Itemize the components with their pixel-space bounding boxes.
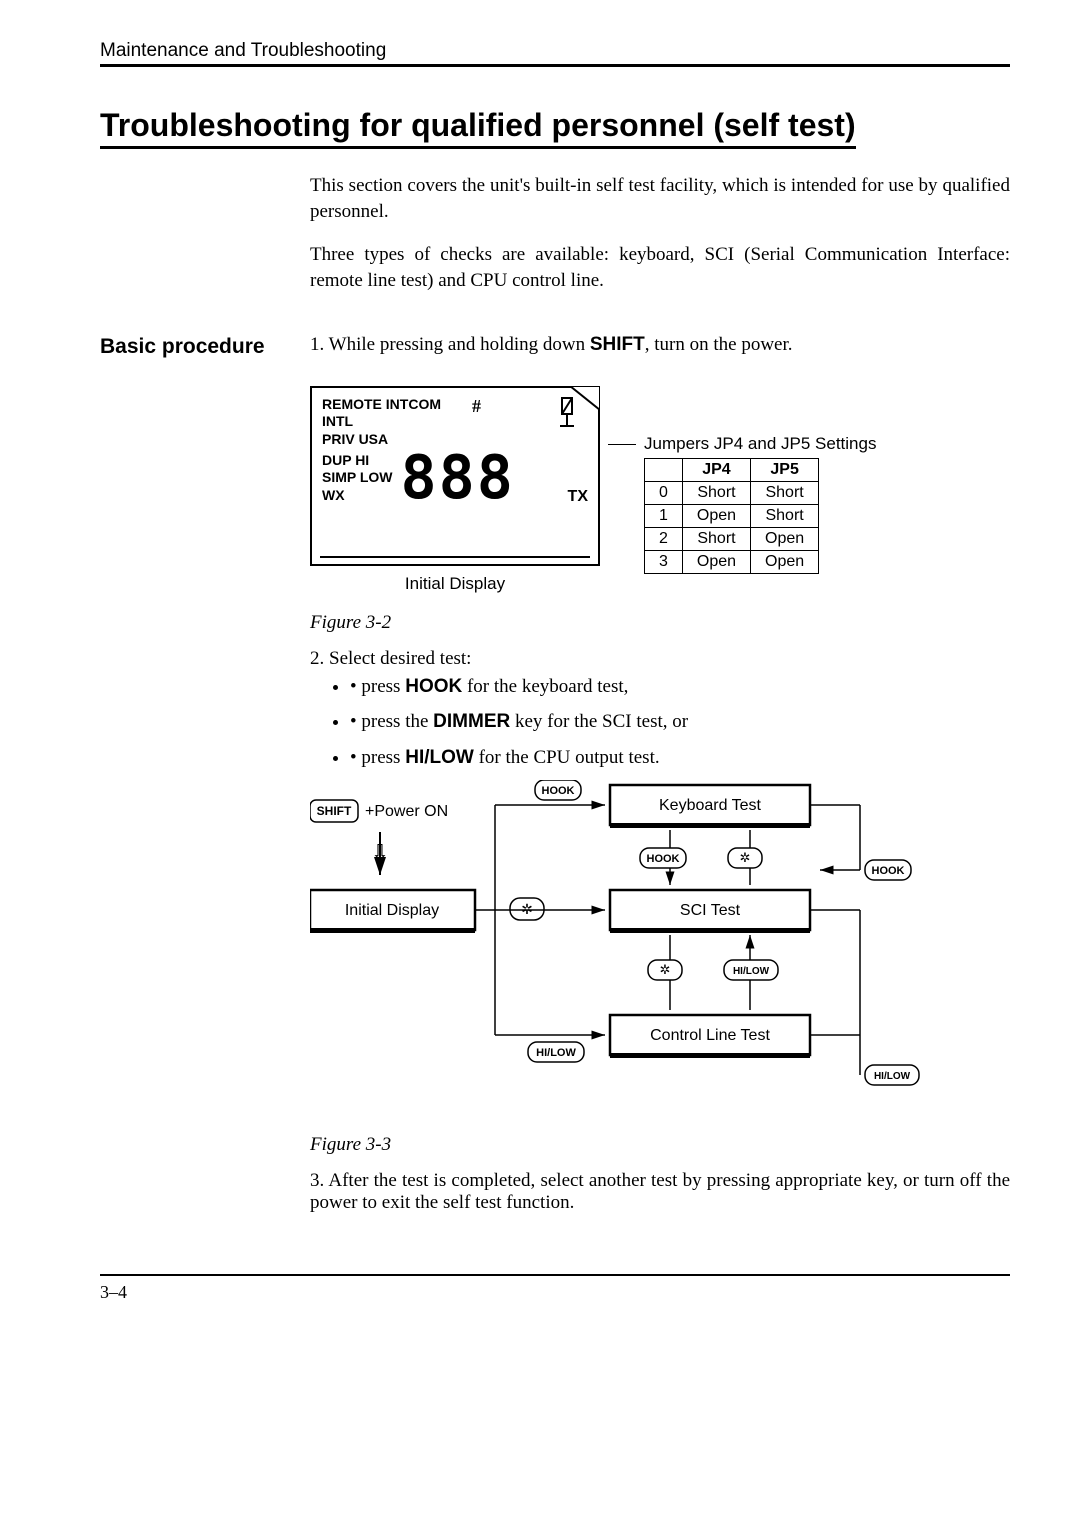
svg-text:Control Line Test: Control Line Test xyxy=(650,1027,770,1044)
jumper-h0 xyxy=(645,458,683,481)
list-item: press HI/LOW for the CPU output test. xyxy=(350,745,1010,771)
svg-text:HI/LOW: HI/LOW xyxy=(536,1047,576,1059)
step-1: 1. While pressing and holding down SHIFT… xyxy=(310,334,1010,356)
lcd-line5: SIMP LOW xyxy=(322,469,393,487)
svg-text:SHIFT: SHIFT xyxy=(317,804,352,818)
figure-3-2-caption: Figure 3-2 xyxy=(310,612,1010,634)
initial-display-caption: Initial Display xyxy=(310,574,600,594)
svg-text:HOOK: HOOK xyxy=(647,853,680,865)
figure-3-2: REMOTE INTCOM INTL PRIV USA DUP HI SIMP … xyxy=(310,386,1010,594)
svg-text:+Power ON: +Power ON xyxy=(365,803,448,820)
seven-segment-display: 888 xyxy=(401,448,515,508)
lcd-panel-with-caption: REMOTE INTCOM INTL PRIV USA DUP HI SIMP … xyxy=(310,386,600,594)
step-2-intro: 2. Select desired test: xyxy=(310,648,1010,670)
svg-text:HI/LOW: HI/LOW xyxy=(874,1071,911,1082)
jumper-h1: JP4 xyxy=(682,458,750,481)
table-row: 2 Short Open xyxy=(645,527,819,550)
step1-prefix: 1. While pressing and holding down xyxy=(310,334,590,355)
shift-key-label: SHIFT xyxy=(590,334,645,355)
lcd-panel: REMOTE INTCOM INTL PRIV USA DUP HI SIMP … xyxy=(310,386,600,566)
list-item: press the DIMMER key for the SCI test, o… xyxy=(350,709,1010,735)
page-header: Maintenance and Troubleshooting xyxy=(100,40,1010,67)
hash-icon: # xyxy=(472,396,481,417)
figure-3-3: SHIFT +Power ON ⇩ Initial Display ✲ xyxy=(310,780,1010,1116)
svg-text:Initial Display: Initial Display xyxy=(345,902,439,919)
table-row: 3 Open Open xyxy=(645,550,819,573)
step-3: 3. After the test is completed, select a… xyxy=(310,1170,1010,1214)
page-number: 3–4 xyxy=(100,1282,127,1302)
figure-3-3-caption: Figure 3-3 xyxy=(310,1134,1010,1156)
svg-text:HOOK: HOOK xyxy=(872,865,905,877)
svg-text:SCI Test: SCI Test xyxy=(680,902,741,919)
antenna-icon xyxy=(556,396,578,430)
intro-p1: This section covers the unit's built-in … xyxy=(310,173,1010,224)
step-2-bullets: press HOOK for the keyboard test, press … xyxy=(350,674,1010,771)
lcd-text-labels: REMOTE INTCOM INTL PRIV USA DUP HI SIMP … xyxy=(322,396,588,509)
step1-suffix: , turn on the power. xyxy=(645,334,793,355)
page-footer: 3–4 xyxy=(100,1274,1010,1303)
jumper-h2: JP5 xyxy=(751,458,819,481)
basic-procedure-section: Basic procedure 1. While pressing and ho… xyxy=(100,334,1010,1215)
svg-text:✲: ✲ xyxy=(740,850,751,865)
section-label: Basic procedure xyxy=(100,334,310,1215)
lcd-line1: REMOTE INTCOM xyxy=(322,396,588,414)
page-title: Troubleshooting for qualified personnel … xyxy=(100,107,856,149)
jumper-table: JP4 JP5 0 Short Short 1 Open Short xyxy=(644,458,819,574)
lcd-line4: DUP HI xyxy=(322,452,393,470)
svg-text:⇩: ⇩ xyxy=(371,840,389,865)
lcd-bottom-rule xyxy=(320,556,590,558)
intro-p2: Three types of checks are available: key… xyxy=(310,242,1010,293)
table-row: 0 Short Short xyxy=(645,481,819,504)
intro-block: This section covers the unit's built-in … xyxy=(310,173,1010,294)
tx-label: TX xyxy=(568,488,588,506)
svg-text:✲: ✲ xyxy=(660,962,671,977)
table-row: JP4 JP5 xyxy=(645,458,819,481)
lcd-line2: INTL xyxy=(322,413,588,431)
svg-text:Keyboard Test: Keyboard Test xyxy=(659,797,762,814)
section-content: 1. While pressing and holding down SHIFT… xyxy=(310,334,1010,1215)
list-item: press HOOK for the keyboard test, xyxy=(350,674,1010,700)
jumper-settings: Jumpers JP4 and JP5 Settings JP4 JP5 0 S… xyxy=(644,434,876,574)
table-row: 1 Open Short xyxy=(645,504,819,527)
svg-text:HOOK: HOOK xyxy=(542,785,575,797)
jumper-title: Jumpers JP4 and JP5 Settings xyxy=(644,434,876,454)
svg-text:HI/LOW: HI/LOW xyxy=(733,966,770,977)
jumper-connector-line xyxy=(608,444,636,445)
lcd-line6: WX xyxy=(322,487,393,505)
flowchart-diagram: SHIFT +Power ON ⇩ Initial Display ✲ xyxy=(310,780,950,1110)
